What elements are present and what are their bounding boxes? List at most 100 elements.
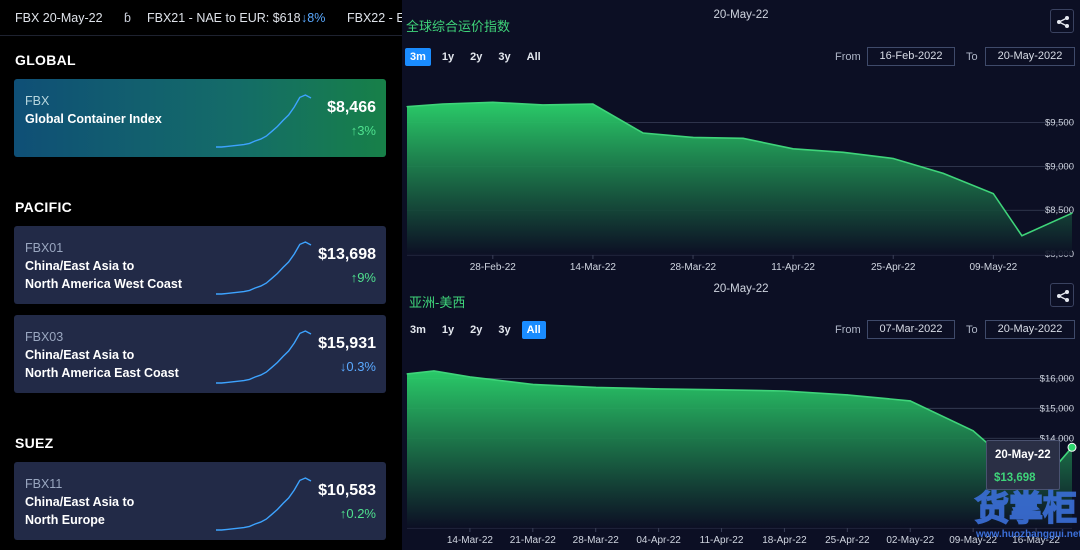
tooltip-date: 20-May-22 [995,449,1051,461]
chart-date: 20-May-22 [713,9,769,21]
range-button-1y[interactable]: 1y [441,324,455,336]
range-button-3y[interactable]: 3y [498,51,511,63]
index-code: FBX01 [25,241,64,255]
ticker-change: ↓8% [301,11,326,25]
x-tick-label: 25-Apr-22 [825,535,870,546]
x-tick-label: 09-May-22 [949,535,997,546]
index-price: $15,931 [318,335,376,352]
x-tick-label: 11-Apr-22 [700,535,744,546]
index-code: FBX03 [25,330,64,344]
to-date-input[interactable]: 20-May-2022 [985,47,1075,66]
share-button[interactable] [1050,9,1074,33]
from-date-input[interactable]: 07-Mar-2022 [867,320,955,339]
data-point [532,383,534,386]
hover-marker [1067,442,1077,452]
watermark-logo: 货掌柜 [974,488,1078,528]
range-button-3m[interactable]: 3m [410,324,426,336]
data-point [1021,235,1023,237]
sparkline-line [216,477,312,531]
ticker-next-route[interactable]: FBX22 - EU [347,11,402,25]
range-button-3y[interactable]: 3y [498,324,511,336]
range-button-2y[interactable]: 2y [470,51,483,63]
data-point [720,389,723,391]
index-code: FBX [25,94,50,108]
ticker-route[interactable]: FBX21 - NAE to EUR: $618 [147,11,301,25]
x-tick-label: 04-Apr-22 [636,535,681,546]
y-tick-label: $9,500 [1045,117,1074,128]
to-date-input[interactable]: 20-May-2022 [985,320,1075,339]
ticker-date[interactable]: FBX 20-May-22 [15,11,103,25]
data-point [658,388,660,390]
sparkline-line [216,241,312,295]
x-tick-label: 28-Feb-22 [470,262,517,273]
index-name: Global Container Index [25,112,162,126]
x-tick-label: 28-Mar-22 [573,535,620,546]
range-button-all[interactable]: All [521,321,546,339]
range-button-3m[interactable]: 3m [405,48,431,66]
data-point [492,101,494,103]
to-label: To [966,324,978,336]
data-point [942,172,944,174]
area-chart-plot: $16,000 $15,000 $14,000 14-Mar-22 21-Mar-22 2… [406,370,1077,546]
area-fill [407,370,1072,528]
area-chart-plot: $8,000$8,500$9,000$9,50028-Feb-2214-Mar-… [406,101,1074,273]
index-card-fbx11[interactable]: FBX11 China/East Asia to North Europe $10… [14,462,386,540]
data-point [792,148,794,150]
index-card-fbx[interactable]: FBX Global Container Index $8,466 ↑3% [14,79,386,157]
range-selector: 3m 1y 2y 3y All [405,48,546,66]
data-point [1071,212,1073,214]
from-date-input[interactable]: 16-Feb-2022 [867,47,955,66]
data-point [846,394,848,396]
data-point [742,137,744,139]
x-tick-label: 16-May-22 [1012,535,1060,546]
range-button-1y[interactable]: 1y [441,51,455,63]
y-tick-label: $15,000 [1040,403,1074,414]
index-price: $10,583 [318,482,376,499]
right-panel: 全球综合运价指数 20-May-22 3m 1y 2y 3y All From … [402,0,1080,550]
index-name: China/East Asia to North America East Coa… [25,348,179,380]
data-point [783,390,786,392]
index-price: $8,466 [327,99,376,116]
share-icon [1057,290,1069,302]
share-button[interactable] [1050,283,1074,307]
data-point [406,106,408,108]
data-point [642,132,644,134]
data-point [595,386,597,388]
to-label: To [966,51,978,63]
section-title-suez: SUEZ [15,435,54,451]
from-label: From [835,324,861,336]
index-card-fbx03[interactable]: FBX03 China/East Asia to North America Ea… [14,315,386,393]
section-title-global: GLOBAL [15,52,76,68]
chart-title: 亚洲-美西 [409,295,466,310]
range-button-2y[interactable]: 2y [470,324,483,336]
index-code: FBX11 [25,477,63,491]
data-point [972,430,974,432]
x-tick-label: 25-Apr-22 [871,262,916,273]
x-tick-label: 18-Apr-22 [762,535,807,546]
sparkline-chart [216,94,312,148]
data-point [992,192,994,195]
x-tick-label: 09-May-22 [969,262,1017,273]
x-tick-label: 02-May-22 [886,535,934,546]
sparkline-line [216,94,312,148]
y-tick-label: $8,500 [1045,205,1074,216]
x-tick-label: 28-Mar-22 [670,262,717,273]
chart-tooltip: 20-May-22 $13,698 [986,440,1060,490]
x-tick-label: 11-Apr-22 [771,262,815,273]
svg-text:货掌柜: 货掌柜 [975,489,1077,528]
area-fill [407,102,1072,255]
data-point [692,136,694,138]
data-point [442,103,444,105]
y-tick-label: $16,000 [1040,373,1074,384]
data-point [406,373,408,375]
range-button-all[interactable]: All [526,51,541,63]
range-selector: 3m 1y 2y 3y All [405,321,546,339]
share-icon [1057,16,1069,28]
index-name: China/East Asia to North Europe [25,495,135,527]
data-point [892,157,894,160]
chart-global-index: 全球综合运价指数 20-May-22 3m 1y 2y 3y All From … [402,0,1080,275]
sparkline-chart [216,330,312,384]
left-panel: FBX 20-May-22 ɓ FBX21 - NAE to EUR: $618… [0,0,402,550]
index-name: China/East Asia to North America West Coa… [25,259,182,291]
index-card-fbx01[interactable]: FBX01 China/East Asia to North America We… [14,226,386,304]
